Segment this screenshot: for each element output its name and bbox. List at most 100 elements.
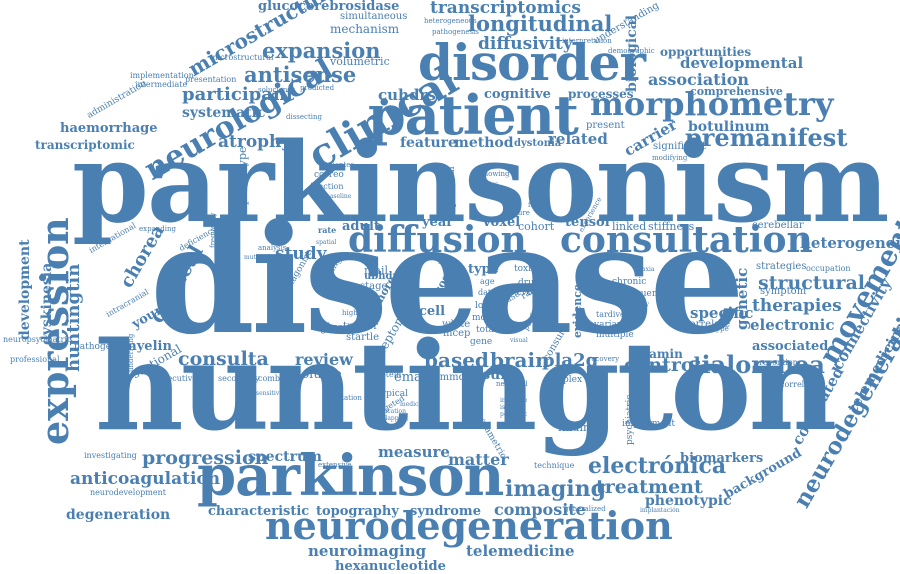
- word-sensitive: sensitive: [256, 390, 283, 397]
- word-patient: patient: [368, 83, 579, 147]
- word-intermediate: intermediate: [135, 80, 188, 89]
- word-participant: participant: [182, 84, 295, 105]
- word-simultaneous: simultaneous: [340, 11, 408, 22]
- word-haemorrhage: haemorrhage: [60, 121, 158, 136]
- word-data: data: [478, 288, 496, 297]
- word-consultation: consultation: [560, 219, 813, 261]
- word-frequent: frequent: [622, 289, 662, 299]
- word-sialorrhea: sialorrhea: [688, 350, 825, 379]
- word-present: present: [586, 120, 625, 131]
- word-development: development: [17, 239, 33, 340]
- word-total: total: [476, 325, 497, 335]
- word-symptom: symptom: [760, 286, 807, 297]
- word-age: age: [480, 277, 495, 286]
- word-drug: drug: [518, 278, 540, 288]
- word-stage: stage: [360, 281, 388, 292]
- word-correlation: correlation: [780, 380, 825, 389]
- word-cross: cross: [516, 287, 543, 298]
- word-correlate: correlate: [684, 319, 731, 330]
- word-microstructural: microstructural: [210, 53, 274, 62]
- word-occupation: occupation: [806, 264, 851, 273]
- word-hexanucleotide: hexanucleotide: [335, 559, 446, 574]
- word-most: most: [472, 313, 495, 323]
- word-huntingtin: huntingtin: [63, 263, 84, 372]
- word-composite: composite: [494, 500, 586, 519]
- word-investigating: investigating: [84, 451, 137, 460]
- word-showing: showing: [480, 170, 510, 178]
- word-generalized: generalized: [564, 505, 606, 513]
- word-therapies: therapies: [752, 296, 842, 316]
- word-pla2g: pla2g: [542, 350, 599, 371]
- word-adult: adult: [342, 219, 380, 234]
- word-voxel: voxel: [483, 215, 521, 230]
- word-volume: volume: [294, 367, 342, 382]
- word-heterogeneity: heterogeneity: [800, 234, 900, 252]
- word-cerebellar: cerebellar: [752, 220, 804, 231]
- word-neuropsychiatric: neuropsychiatric: [3, 335, 72, 344]
- word-morphometry: morphometry: [590, 85, 834, 123]
- word-professional: professional: [10, 355, 60, 364]
- word-opportunities: opportunities: [660, 45, 752, 59]
- word-neurodevelopment: neurodevelopment: [90, 488, 166, 497]
- word-related: related: [548, 130, 608, 148]
- word-dystonia: dystonia: [514, 138, 562, 149]
- word-electronic: electronic: [750, 316, 835, 334]
- word-linked: linked: [612, 220, 647, 233]
- word-proximity: proximity: [620, 301, 650, 308]
- word-association: association: [648, 70, 750, 89]
- word-biomarkers: biomarkers: [680, 451, 764, 466]
- word-botulinum: botulinum: [688, 119, 770, 135]
- word-topography: topography: [316, 504, 399, 519]
- word-progression: progression: [142, 447, 269, 469]
- word-white: white: [442, 319, 471, 330]
- word-cuhdrs: cuhdrs: [378, 86, 436, 104]
- word-genotype: genotype: [696, 325, 729, 333]
- word-expanding: expanding: [139, 225, 176, 233]
- word-specific: specific: [690, 304, 754, 322]
- word-evidence: evidence: [571, 284, 584, 338]
- word-year: year: [422, 215, 454, 230]
- word-parkinson: parkinson: [197, 443, 504, 509]
- word-longitudinal: longitudinal: [468, 11, 613, 36]
- word-chronic: chronic: [612, 277, 647, 287]
- word-sample: sample: [438, 259, 460, 266]
- word-premanifest: premanifest: [685, 123, 848, 152]
- word-tensor: tensor: [565, 215, 612, 230]
- word-disorder: disorder: [418, 33, 646, 92]
- word-underlying: underlying: [127, 333, 135, 372]
- word-characteristic: characteristic: [208, 504, 310, 519]
- word-pathogenic: pathogenic: [74, 342, 125, 352]
- word-degeneration: degeneration: [66, 507, 171, 523]
- word-mutation: mutation: [330, 394, 362, 402]
- word-isolated: isolated: [500, 404, 524, 411]
- word-startle: startle: [346, 332, 380, 343]
- word-phenotype: phenotype: [236, 146, 249, 205]
- word-transcriptomic: transcriptomic: [35, 138, 135, 152]
- word-administration: administration: [85, 78, 149, 121]
- word-medical: medical: [400, 401, 424, 408]
- word-future: future: [508, 209, 530, 217]
- word-common: common: [428, 372, 472, 383]
- word-electronica: electrónica: [588, 453, 727, 479]
- word-diffusion: diffusion: [348, 219, 527, 261]
- word-telemedicine: telemedicine: [466, 542, 575, 560]
- word-overlapping: overlapping: [372, 415, 409, 422]
- word-potential: potential: [447, 166, 457, 207]
- word-ubhdrs: ubhdrs: [364, 271, 404, 282]
- word-visual: visual: [510, 337, 528, 344]
- word-ataxia: ataxia: [636, 266, 655, 273]
- word-huntington: huntington: [95, 314, 837, 458]
- word-extensive: extensive: [318, 461, 352, 469]
- word-vitamin: vitamin: [632, 347, 683, 361]
- word-result: result: [466, 367, 513, 383]
- word-mcep: mcep: [443, 328, 471, 339]
- word-control: control: [624, 354, 701, 376]
- word-tardive: tardive: [596, 310, 625, 319]
- word-spatial: spatial: [316, 239, 337, 246]
- word-family: family: [528, 201, 550, 209]
- word-glycine: glycine: [320, 321, 361, 334]
- word-complex: complex: [544, 375, 583, 385]
- word-loss: loss: [475, 301, 493, 311]
- word-pathogenesis: pathogenesis: [432, 28, 479, 36]
